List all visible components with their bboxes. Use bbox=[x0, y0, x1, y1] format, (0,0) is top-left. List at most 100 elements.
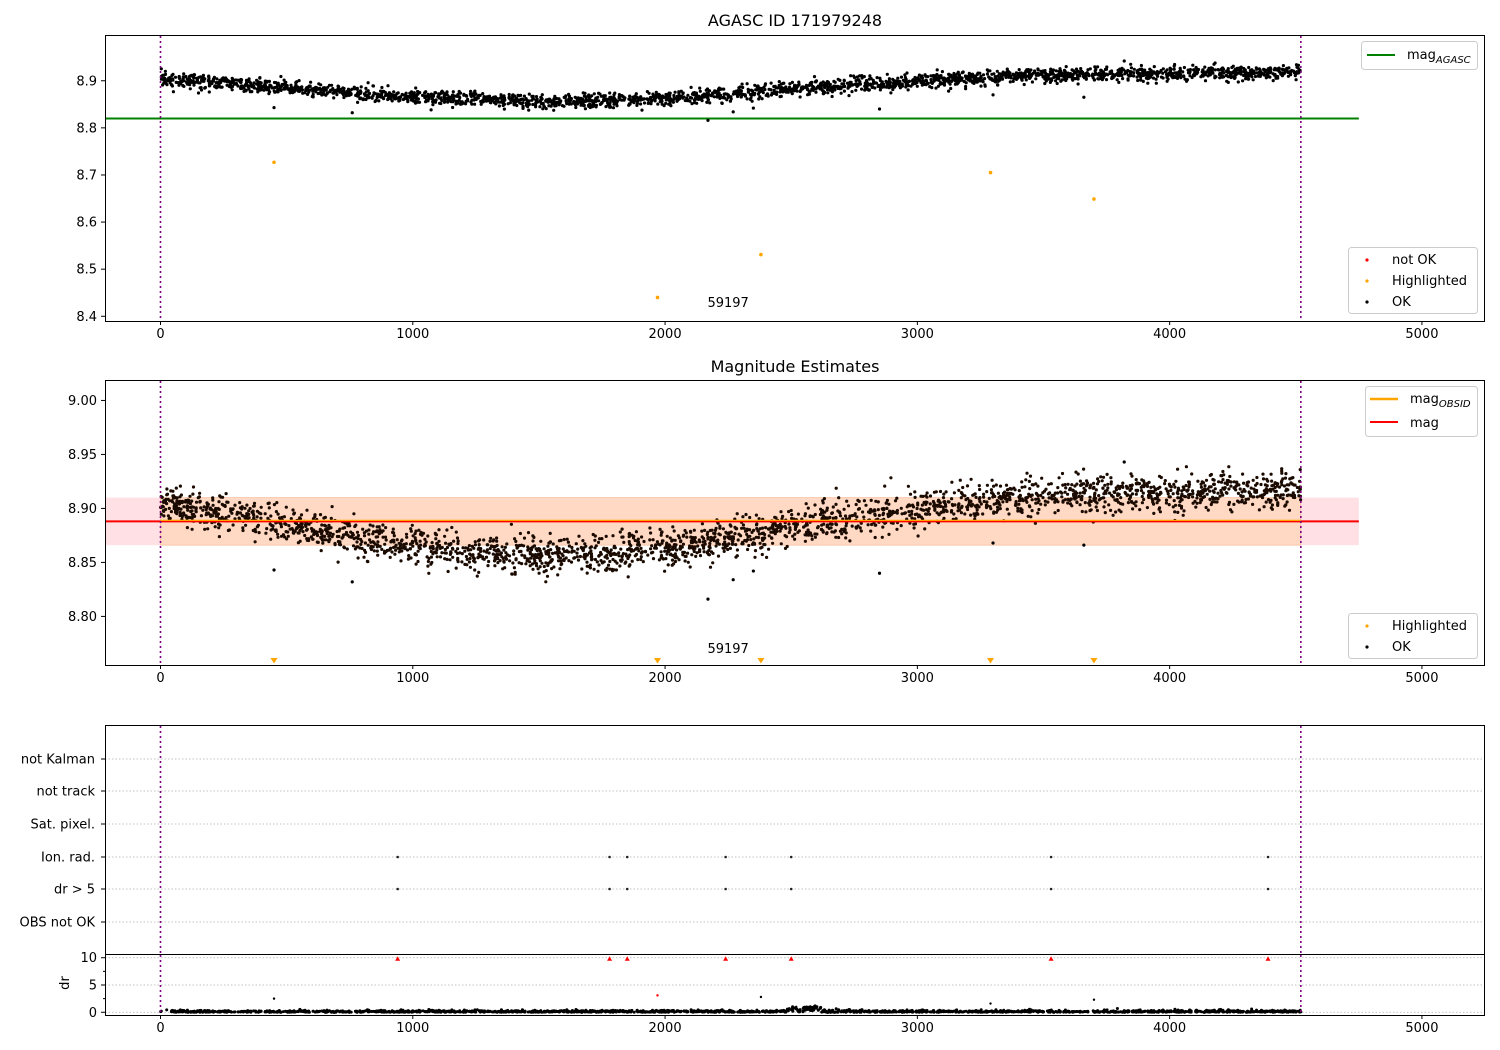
ok-point bbox=[787, 510, 791, 514]
ok-point bbox=[845, 499, 849, 503]
ok-point bbox=[1174, 503, 1178, 507]
ok-point bbox=[1228, 72, 1232, 76]
ok-point bbox=[595, 560, 599, 564]
ok-point bbox=[659, 533, 663, 537]
ok-point bbox=[452, 539, 456, 543]
ok-point bbox=[722, 92, 727, 96]
ok-point bbox=[265, 527, 269, 531]
ok-point bbox=[1124, 491, 1128, 496]
ok-point bbox=[758, 541, 762, 545]
ok-point bbox=[767, 534, 771, 538]
ok-point bbox=[1252, 495, 1256, 499]
ok-point bbox=[252, 513, 256, 517]
ok-point bbox=[250, 84, 254, 88]
ok-point bbox=[1270, 479, 1274, 483]
ok-point bbox=[678, 547, 683, 551]
ok-point bbox=[1191, 495, 1195, 499]
ok-point bbox=[860, 76, 864, 80]
ok-point bbox=[1265, 484, 1269, 488]
ok-point bbox=[551, 551, 555, 556]
ok-point bbox=[710, 528, 714, 532]
ok-point bbox=[416, 92, 420, 96]
ok-point bbox=[235, 510, 239, 514]
ok-point bbox=[834, 502, 838, 506]
ok-point bbox=[502, 107, 506, 111]
ok-point bbox=[656, 102, 660, 106]
ok-point bbox=[241, 526, 245, 530]
ok-point bbox=[409, 527, 413, 531]
ok-point bbox=[655, 94, 659, 99]
ok-point bbox=[979, 502, 983, 506]
ok-point bbox=[618, 564, 622, 568]
ok-point bbox=[1226, 80, 1230, 84]
ok-point bbox=[639, 555, 643, 559]
x-tick-label: 4000 bbox=[1153, 327, 1186, 342]
ok-point bbox=[1026, 514, 1030, 518]
ok-point bbox=[681, 91, 685, 96]
ok-point bbox=[788, 82, 792, 86]
ok-point bbox=[910, 516, 914, 520]
ok-point bbox=[399, 546, 403, 550]
ok-point bbox=[722, 549, 726, 554]
ok-point bbox=[1163, 479, 1167, 483]
ok-point bbox=[883, 484, 887, 488]
ok-point bbox=[1284, 472, 1288, 476]
ok-point bbox=[369, 540, 373, 544]
ok-point bbox=[1266, 479, 1270, 483]
ok-point bbox=[960, 76, 964, 80]
ok-point bbox=[560, 552, 564, 556]
ok-point bbox=[596, 569, 600, 573]
ok-point bbox=[957, 503, 961, 507]
ok-point bbox=[434, 98, 438, 102]
ok-point bbox=[1287, 508, 1292, 512]
ok-point bbox=[316, 91, 320, 96]
ok-point bbox=[534, 95, 539, 99]
ok-point bbox=[593, 538, 597, 542]
ok-point bbox=[600, 101, 604, 105]
y-tick-label: 8.6 bbox=[76, 216, 97, 231]
ok-point bbox=[385, 548, 389, 553]
ok-point bbox=[1112, 490, 1116, 494]
ok-point bbox=[885, 72, 889, 76]
ok-point bbox=[600, 560, 605, 564]
ok-point bbox=[488, 539, 492, 543]
ok-point bbox=[430, 560, 434, 565]
ok-point bbox=[1260, 496, 1265, 500]
ok-point bbox=[729, 524, 733, 528]
ok-point bbox=[1075, 75, 1080, 80]
ok-point bbox=[443, 547, 447, 552]
ok-point bbox=[494, 553, 498, 557]
ok-point bbox=[1020, 480, 1024, 484]
ok-point bbox=[297, 79, 301, 83]
ok-point bbox=[1110, 493, 1114, 497]
ok-point bbox=[1004, 75, 1008, 79]
ok-point bbox=[1036, 68, 1040, 72]
ok-point bbox=[215, 77, 219, 81]
ok-point bbox=[362, 531, 366, 535]
ok-point bbox=[597, 554, 601, 558]
ok-point bbox=[726, 547, 730, 552]
ok-point bbox=[811, 515, 815, 519]
ok-point bbox=[390, 550, 394, 554]
ok-point bbox=[672, 529, 676, 533]
highlighted-point bbox=[759, 252, 763, 257]
ok-point bbox=[950, 480, 954, 484]
ok-point bbox=[1210, 66, 1214, 71]
ok-point bbox=[457, 95, 461, 99]
ok-point bbox=[847, 516, 852, 521]
ok-point bbox=[1058, 67, 1062, 71]
ok-point bbox=[575, 551, 579, 555]
ok-point bbox=[528, 560, 532, 564]
ok-point bbox=[659, 550, 663, 554]
ok-point bbox=[190, 527, 194, 531]
ok-point bbox=[1294, 78, 1298, 82]
ok-point bbox=[1057, 476, 1061, 480]
ok-point bbox=[666, 563, 670, 567]
ok-point bbox=[986, 69, 990, 73]
ok-point bbox=[1014, 500, 1018, 504]
ok-point bbox=[1161, 67, 1165, 71]
ok-point bbox=[757, 90, 762, 94]
ok-point bbox=[719, 93, 723, 97]
ok-point bbox=[636, 537, 640, 541]
ok-point bbox=[1192, 68, 1196, 72]
